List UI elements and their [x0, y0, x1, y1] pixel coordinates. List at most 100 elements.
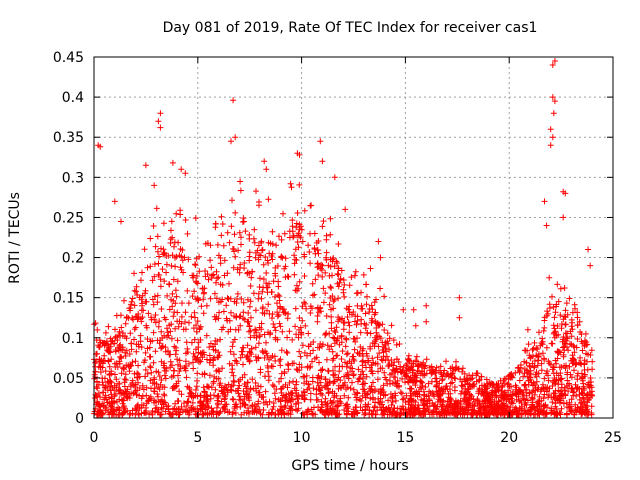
data-point	[541, 355, 547, 362]
data-point	[380, 382, 387, 389]
data-point	[377, 254, 384, 261]
data-point	[139, 292, 146, 299]
data-point	[578, 370, 585, 377]
data-point	[328, 319, 335, 326]
data-point	[262, 373, 268, 380]
data-point	[543, 344, 550, 351]
data-point	[94, 326, 101, 333]
data-point	[175, 378, 182, 385]
data-point	[439, 402, 446, 409]
data-point	[304, 352, 310, 359]
data-point	[392, 379, 399, 386]
data-point	[469, 382, 476, 389]
data-point	[197, 336, 204, 343]
data-point	[475, 409, 482, 415]
data-point	[569, 326, 576, 333]
data-point	[461, 407, 468, 413]
data-point	[369, 306, 376, 313]
data-point	[531, 364, 537, 371]
data-point	[335, 283, 342, 290]
data-point	[196, 253, 203, 260]
data-point	[436, 392, 443, 398]
data-point	[458, 388, 465, 395]
data-point	[573, 344, 580, 351]
data-point	[543, 370, 550, 377]
data-point	[587, 382, 594, 389]
data-point	[265, 196, 272, 203]
data-point	[439, 376, 446, 383]
data-point	[231, 405, 238, 412]
data-point	[325, 385, 332, 392]
data-point	[213, 268, 220, 275]
data-point	[421, 363, 428, 370]
data-point	[537, 408, 544, 415]
data-point	[420, 398, 427, 404]
data-point	[201, 285, 208, 292]
data-point	[420, 388, 427, 395]
data-point	[283, 391, 290, 398]
data-point	[303, 305, 310, 312]
data-point	[500, 406, 506, 413]
data-point	[226, 360, 233, 367]
data-point	[265, 411, 272, 418]
data-point	[319, 158, 326, 165]
data-point	[370, 394, 376, 401]
data-point	[376, 350, 383, 357]
data-point	[522, 410, 529, 417]
data-point	[505, 387, 512, 394]
data-point	[122, 349, 129, 356]
data-point	[221, 404, 228, 410]
data-point	[252, 307, 259, 314]
data-point	[286, 234, 293, 241]
data-point	[220, 242, 227, 249]
data-point	[541, 391, 548, 398]
x-tick-label: 0	[90, 430, 99, 446]
data-point	[412, 399, 419, 405]
data-point	[347, 364, 354, 371]
data-point	[564, 311, 571, 318]
data-point	[148, 385, 154, 392]
data-point	[155, 323, 162, 330]
data-point	[245, 405, 251, 412]
data-point	[296, 278, 303, 285]
x-tick-label: 10	[293, 430, 311, 446]
data-point	[309, 410, 316, 417]
data-point	[185, 256, 192, 263]
data-point	[461, 398, 467, 405]
data-point	[92, 363, 99, 370]
data-point	[129, 295, 136, 302]
data-point	[247, 334, 254, 341]
data-point	[177, 365, 184, 372]
data-point	[515, 393, 522, 400]
data-point	[549, 62, 556, 68]
data-point	[386, 346, 393, 353]
data-point	[271, 324, 278, 331]
data-point	[147, 235, 154, 242]
data-point	[351, 346, 358, 353]
data-point	[166, 410, 173, 417]
data-point	[327, 263, 334, 270]
data-point	[196, 268, 203, 275]
data-point	[572, 381, 579, 388]
data-point	[561, 313, 568, 320]
data-point	[206, 344, 213, 351]
data-point	[283, 348, 290, 355]
data-point	[165, 406, 172, 413]
data-point	[328, 325, 335, 332]
data-point	[534, 346, 541, 353]
data-point	[301, 207, 308, 214]
data-point	[316, 359, 322, 366]
data-point	[256, 406, 263, 413]
data-point	[242, 228, 249, 235]
data-point	[449, 379, 456, 386]
data-point	[361, 386, 368, 393]
data-point	[296, 348, 303, 355]
data-point	[144, 370, 151, 377]
data-point	[556, 348, 563, 355]
data-point	[258, 238, 265, 245]
data-point	[506, 398, 513, 405]
data-point	[344, 314, 351, 320]
data-point	[244, 296, 251, 303]
data-point	[175, 406, 182, 413]
data-point	[170, 276, 177, 283]
